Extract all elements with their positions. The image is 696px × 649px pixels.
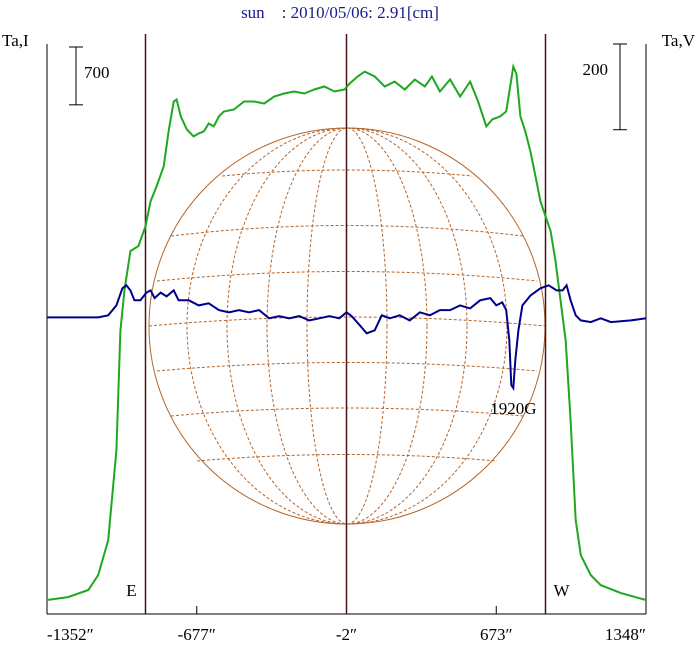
series-line	[46, 63, 647, 601]
limb-label: E	[126, 581, 136, 600]
y2-axis-label: Ta,V	[662, 31, 696, 50]
x-tick-label: -677″	[178, 625, 216, 644]
annotation: 1920G	[490, 399, 536, 418]
x-tick-label: -1352″	[47, 625, 94, 644]
scale-label: 200	[583, 60, 609, 79]
x-tick-label: 673″	[480, 625, 513, 644]
limb-label: W	[553, 581, 570, 600]
chart-title: sun : 2010/05/06: 2.91[cm]	[241, 3, 439, 22]
x-tick-label: -2″	[336, 625, 357, 644]
y-axis-label: Ta,I	[2, 31, 29, 50]
scale-label: 700	[84, 63, 110, 82]
x-tick-label: 1348″	[605, 625, 646, 644]
series-line	[47, 283, 647, 392]
